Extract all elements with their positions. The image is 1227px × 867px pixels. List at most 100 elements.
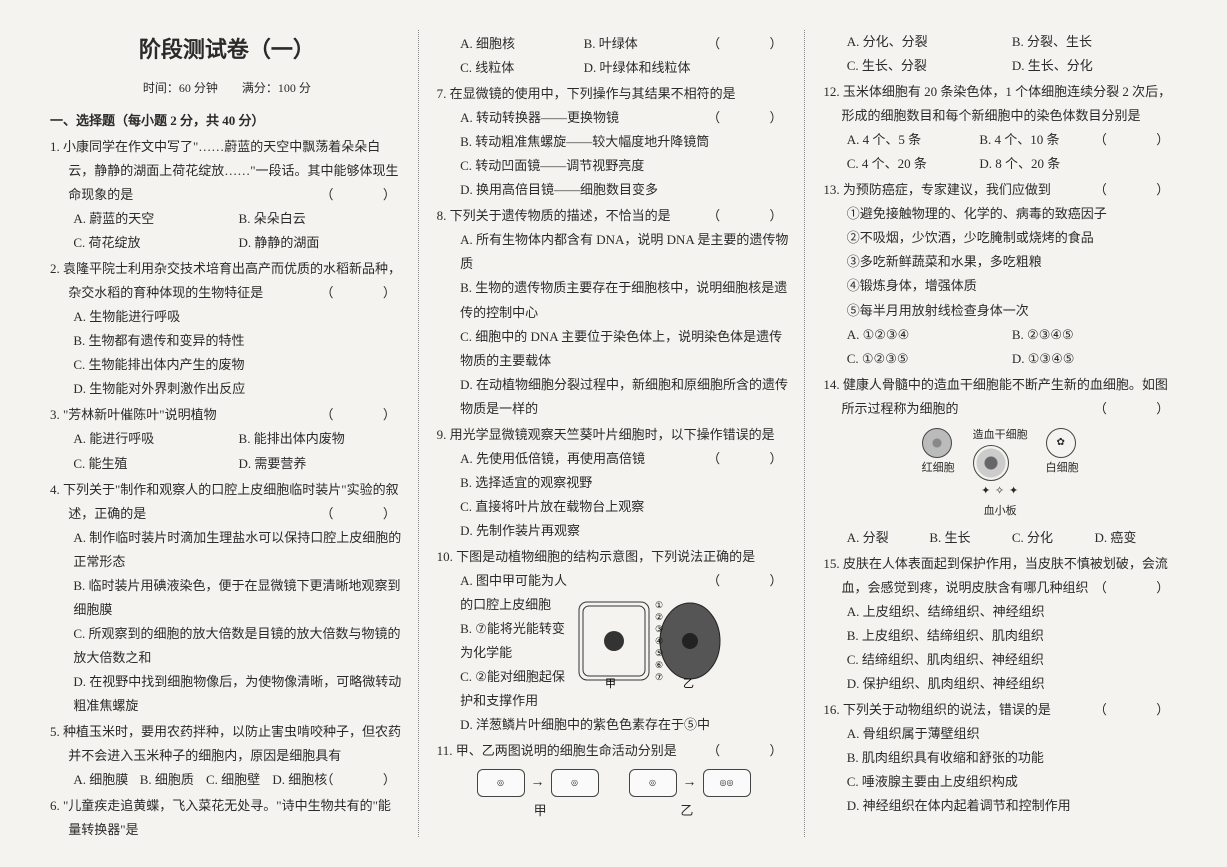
q6-b: B. 叶绿体 bbox=[584, 32, 708, 56]
q3-a: A. 能进行呼吸 bbox=[73, 427, 238, 451]
cell-icon: ◎ bbox=[629, 769, 677, 797]
q5-a: A. 细胞膜 bbox=[73, 768, 139, 792]
q12-c: C. 4 个、20 条 bbox=[847, 152, 980, 176]
q10-stem: 10. 下图是动植物细胞的结构示意图，下列说法正确的是（ ） bbox=[437, 545, 791, 569]
svg-text:甲: 甲 bbox=[605, 678, 616, 689]
q1-c: C. 荷花绽放 bbox=[73, 231, 238, 255]
svg-text:⑦: ⑦ bbox=[655, 672, 663, 682]
q8-stem: 8. 下列关于遗传物质的描述，不恰当的是（ ） bbox=[437, 204, 791, 228]
q12-a: A. 4 个、5 条 bbox=[847, 128, 980, 152]
q3-b: B. 能排出体内废物 bbox=[239, 427, 404, 451]
q13-i5: ⑤每半月用放射线检查身体一次 bbox=[823, 299, 1177, 323]
q1-a: A. 蔚蓝的天空 bbox=[73, 207, 238, 231]
q1-d: D. 静静的湖面 bbox=[239, 231, 404, 255]
q2-stem: 2. 袁隆平院士利用杂交技术培育出高产而优质的水稻新品种，杂交水稻的育种体现的生… bbox=[50, 257, 404, 305]
answer-paren: （ ） bbox=[1112, 698, 1177, 722]
answer-paren: （ ） bbox=[1112, 397, 1177, 421]
column-3: A. 分化、分裂 B. 分裂、生长 C. 生长、分裂 D. 生长、分化 12. … bbox=[823, 30, 1177, 837]
q11-d: D. 生长、分化 bbox=[1012, 54, 1177, 78]
column-2: （ ） A. 细胞核 B. 叶绿体 C. 线粒体 D. 叶绿体和线粒体 7. 在… bbox=[437, 30, 806, 837]
q12-d: D. 8 个、20 条 bbox=[979, 152, 1112, 176]
label-platelet: 血小板 bbox=[984, 501, 1017, 521]
q11-labels: 甲 乙 bbox=[437, 799, 791, 823]
paper-title: 阶段测试卷（一） bbox=[50, 30, 404, 71]
q10-c: C. ②能对细胞起保护和支撑作用 bbox=[460, 665, 567, 713]
arrow-icon: → bbox=[531, 770, 545, 796]
q13-b: B. ②③④⑤ bbox=[1012, 323, 1177, 347]
q1-stem: 1. 小康同学在作文中写了"……蔚蓝的天空中飘荡着朵朵白云，静静的湖面上荷花绽放… bbox=[50, 135, 404, 207]
q9-stem: 9. 用光学显微镜观察天竺葵叶片细胞时，以下操作错误的是 bbox=[437, 423, 791, 447]
q14-c: C. 分化 bbox=[1012, 526, 1095, 550]
svg-text:⑤: ⑤ bbox=[655, 648, 663, 658]
white-cell-icon: ✿ bbox=[1046, 428, 1076, 458]
q6-c: C. 线粒体 bbox=[460, 56, 584, 80]
svg-text:②: ② bbox=[655, 612, 663, 622]
q1-opts: A. 蔚蓝的天空 B. 朵朵白云 C. 荷花绽放 D. 静静的湖面 bbox=[50, 207, 404, 255]
answer-paren: （ ） bbox=[725, 204, 790, 228]
q10-opts-left: A. 图中甲可能为人的口腔上皮细胞 B. ⑦能将光能转变为化学能 C. ②能对细… bbox=[460, 569, 567, 713]
svg-text:①: ① bbox=[655, 600, 663, 610]
q16-a: A. 骨组织属于薄壁组织 bbox=[823, 722, 1177, 746]
q10-figure-row: A. 图中甲可能为人的口腔上皮细胞 B. ⑦能将光能转变为化学能 C. ②能对细… bbox=[437, 569, 726, 713]
q12-b: B. 4 个、10 条 bbox=[979, 128, 1112, 152]
q15-b: B. 上皮组织、结缔组织、肌肉组织 bbox=[823, 624, 1177, 648]
q9-d: D. 先制作装片再观察 bbox=[437, 519, 791, 543]
answer-paren: （ ） bbox=[725, 569, 790, 593]
q7-d: D. 换用高倍目镜——细胞数目变多 bbox=[437, 178, 791, 202]
label-stem: 造血干细胞 bbox=[973, 425, 1028, 445]
q11-diagram: ◎ → ◎ ◎ → ◎◎ bbox=[437, 763, 791, 799]
q3-c: C. 能生殖 bbox=[73, 452, 238, 476]
q6-d: D. 叶绿体和线粒体 bbox=[584, 56, 708, 80]
answer-paren: （ ） bbox=[339, 403, 404, 427]
q4-d: D. 在视野中找到细胞物像后，为使物像清晰，可略微转动粗准焦螺旋 bbox=[50, 670, 404, 718]
q4-stem: 4. 下列关于"制作和观察人的口腔上皮细胞临时装片"实验的叙述，正确的是（ ） bbox=[50, 478, 404, 526]
q11-stem: 11. 甲、乙两图说明的细胞生命活动分别是（ ） bbox=[437, 739, 791, 763]
q9-b: B. 选择适宜的观察视野 bbox=[437, 471, 791, 495]
answer-paren: （ ） bbox=[339, 281, 404, 305]
q6-a: A. 细胞核 bbox=[460, 32, 584, 56]
answer-paren: （ ） bbox=[707, 32, 790, 56]
q2-b: B. 生物都有遗传和变异的特性 bbox=[50, 329, 404, 353]
answer-paren: （ ） bbox=[339, 183, 404, 207]
q2-c: C. 生物能排出体内产生的废物 bbox=[50, 353, 404, 377]
q2-d: D. 生物能对外界刺激作出反应 bbox=[50, 377, 404, 401]
q10-b: B. ⑦能将光能转变为化学能 bbox=[460, 617, 567, 665]
q13-i4: ④锻炼身体，增强体质 bbox=[823, 274, 1177, 298]
q14-b: B. 生长 bbox=[929, 526, 1012, 550]
answer-paren: （ ） bbox=[1112, 128, 1177, 152]
q4-c: C. 所观察到的细胞的放大倍数是目镜的放大倍数与物镜的放大倍数之和 bbox=[50, 622, 404, 670]
svg-text:④: ④ bbox=[655, 636, 663, 646]
label-yi: 乙 bbox=[680, 799, 693, 823]
answer-paren: （ ） bbox=[725, 739, 790, 763]
label-white: 白细胞 bbox=[1046, 458, 1079, 478]
q14-a: A. 分裂 bbox=[847, 526, 930, 550]
q11-opts: A. 分化、分裂 B. 分裂、生长 C. 生长、分裂 D. 生长、分化 bbox=[823, 30, 1177, 78]
q7-c: C. 转动凹面镜——调节视野亮度 bbox=[437, 154, 791, 178]
q13-i2: ②不吸烟，少饮酒，少吃腌制或烧烤的食品 bbox=[823, 226, 1177, 250]
q13-i3: ③多吃新鲜蔬菜和水果，多吃粗粮 bbox=[823, 250, 1177, 274]
q5-b: B. 细胞质 bbox=[140, 768, 206, 792]
cell-icon: ◎ bbox=[551, 769, 599, 797]
q15-stem: 15. 皮肤在人体表面起到保护作用，当皮肤不慎被划破，会流血，会感觉到疼，说明皮… bbox=[823, 552, 1177, 600]
q8-a: A. 所有生物体内都含有 DNA，说明 DNA 是主要的遗传物质 bbox=[437, 228, 791, 276]
q12-stem: 12. 玉米体细胞有 20 条染色体，1 个体细胞连续分裂 2 次后，形成的细胞… bbox=[823, 80, 1177, 128]
q12-opts: A. 4 个、5 条 B. 4 个、10 条 C. 4 个、20 条 D. 8 … bbox=[823, 128, 1112, 176]
q8-c: C. 细胞中的 DNA 主要位于染色体上，说明染色体是遗传物质的主要载体 bbox=[437, 325, 791, 373]
q16-d: D. 神经组织在体内起着调节和控制作用 bbox=[823, 794, 1177, 818]
q15-a: A. 上皮组织、结缔组织、神经组织 bbox=[823, 600, 1177, 624]
q10-a: A. 图中甲可能为人的口腔上皮细胞 bbox=[460, 569, 567, 617]
q7-stem: 7. 在显微镜的使用中，下列操作与其结果不相符的是（ ） bbox=[437, 82, 791, 106]
q11-a: A. 分化、分裂 bbox=[847, 30, 1012, 54]
q6-stem-part1: 6. "儿童疾走追黄蝶，飞入菜花无处寻。"诗中生物共有的"能量转换器"是 bbox=[50, 794, 404, 842]
q16-stem: 16. 下列关于动物组织的说法，错误的是（ ） bbox=[823, 698, 1177, 722]
q5-stem: 5. 种植玉米时，要用农药拌种，以防止害虫啃咬种子，但农药并不会进入玉米种子的细… bbox=[50, 720, 404, 768]
q14-diagram: 红细胞 造血干细胞 ✿ 白细胞 ✦ ✧ ✦ 血小板 bbox=[823, 421, 1177, 526]
exam-page: 阶段测试卷（一） 时间：60 分钟 满分：100 分 一、选择题（每小题 2 分… bbox=[50, 30, 1177, 837]
q11-c: C. 生长、分裂 bbox=[847, 54, 1012, 78]
q8-d: D. 在动植物细胞分裂过程中，新细胞和原细胞所含的遗传物质是一样的 bbox=[437, 373, 791, 421]
q15-c: C. 结缔组织、肌肉组织、神经组织 bbox=[823, 648, 1177, 672]
q8-b: B. 生物的遗传物质主要存在于细胞核中，说明细胞核是遗传的控制中心 bbox=[437, 276, 791, 324]
q14-stem: 14. 健康人骨髓中的造血干细胞能不断产生新的血细胞。如图所示过程称为细胞的（ … bbox=[823, 373, 1177, 421]
q3-d: D. 需要营养 bbox=[239, 452, 404, 476]
label-jia: 甲 bbox=[534, 799, 547, 823]
